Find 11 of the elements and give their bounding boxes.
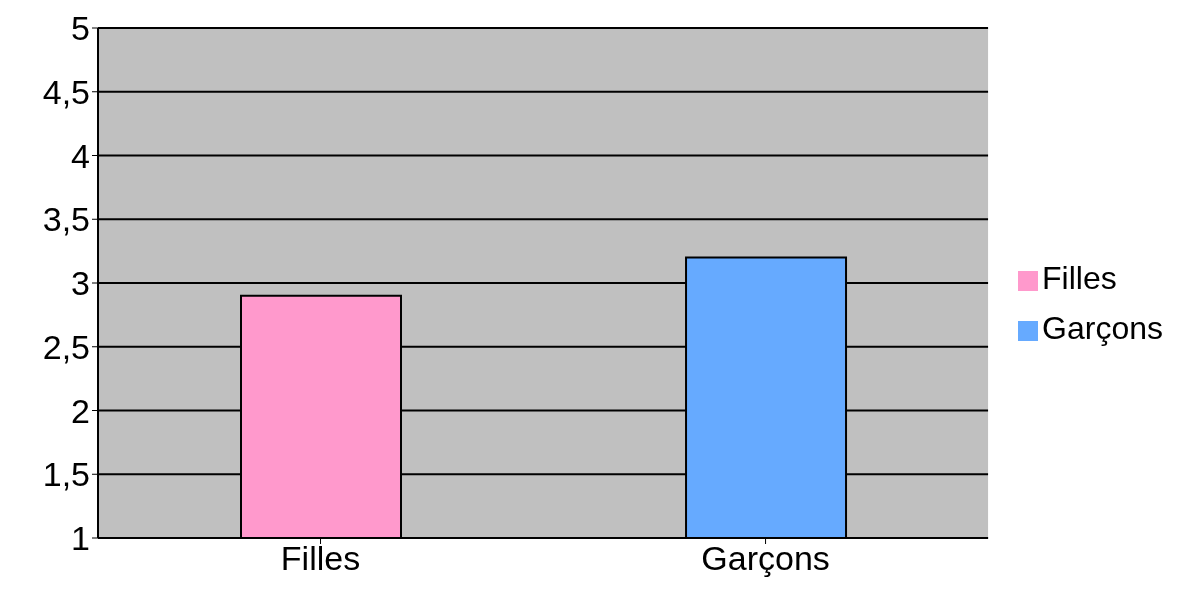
legend-label: Filles xyxy=(1042,260,1117,296)
y-tick-label: 1,5 xyxy=(42,455,90,494)
y-tick-label: 3,5 xyxy=(42,200,90,239)
y-tick-label: 2 xyxy=(71,391,90,430)
y-tick-label: 3 xyxy=(71,264,90,303)
y-tick-label: 2,5 xyxy=(42,327,90,366)
y-tick-label: 5 xyxy=(71,9,90,48)
y-tick-label: 1 xyxy=(71,519,90,558)
y-tick-label: 4,5 xyxy=(42,72,90,111)
legend-label: Garçons xyxy=(1042,310,1163,346)
y-tick-label: 4 xyxy=(71,136,90,175)
